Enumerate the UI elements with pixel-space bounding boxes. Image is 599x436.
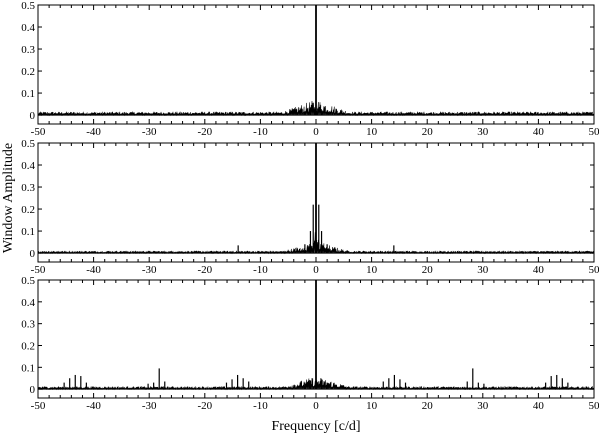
x-tick-label: -10 <box>253 264 268 276</box>
x-tick-label: -10 <box>253 126 268 138</box>
y-tick-label: 0.1 <box>21 362 35 374</box>
y-tick-label: 0.2 <box>21 66 35 78</box>
x-tick-label: -30 <box>142 264 157 276</box>
y-tick-label: 0.2 <box>21 340 35 352</box>
x-tick-label: 20 <box>422 400 434 412</box>
x-tick-label: -20 <box>197 400 212 412</box>
x-tick-label: 50 <box>589 264 599 276</box>
y-tick-label: 0.3 <box>21 182 35 194</box>
y-tick-label: 0.4 <box>21 22 35 34</box>
x-tick-label: -50 <box>31 264 46 276</box>
x-tick-label: 10 <box>366 126 378 138</box>
x-tick-label: -50 <box>31 400 46 412</box>
x-tick-label: 50 <box>589 126 599 138</box>
x-tick-label: 40 <box>533 400 545 412</box>
x-tick-label: 10 <box>366 400 378 412</box>
x-tick-label: 0 <box>313 400 319 412</box>
y-tick-label: 0.3 <box>21 44 35 56</box>
x-tick-label: 10 <box>366 264 378 276</box>
y-tick-label: 0.4 <box>21 297 35 309</box>
y-tick-label: 0.2 <box>21 204 35 216</box>
x-tick-label: 30 <box>477 264 489 276</box>
y-tick-label: 0 <box>30 110 36 122</box>
x-tick-label: -50 <box>31 126 46 138</box>
x-tick-label: -40 <box>86 264 101 276</box>
x-tick-label: -20 <box>197 126 212 138</box>
panel-2: 0 0.1 0.2 0.3 0.4 0.5 -50 -40 -30 -20 -10 0 10 20 30 40… <box>21 138 599 276</box>
x-tick-label: -40 <box>86 400 101 412</box>
y-tick-label: 0.4 <box>21 160 35 172</box>
x-tick-label: 40 <box>533 126 545 138</box>
x-tick-label: 40 <box>533 264 545 276</box>
y-tick-label: 0.3 <box>21 319 35 331</box>
panel-1: 0 0.1 0.2 0.3 0.4 0.5 -50 -40 -30 -20 -10 0 10 20 30 40… <box>21 0 599 138</box>
x-tick-label: -10 <box>253 400 268 412</box>
y-tick-label: 0 <box>30 384 36 396</box>
y-tick-label: 0.5 <box>21 138 35 150</box>
x-tick-label: 50 <box>589 400 599 412</box>
y-tick-label: 0.5 <box>21 275 35 287</box>
x-tick-label: 20 <box>422 126 434 138</box>
y-tick-label: 0 <box>30 248 36 260</box>
x-tick-label: 30 <box>477 400 489 412</box>
chart-panels: 00.10.20.30.40.5-50 -40 -30 -20 -10 0 10 20 30 40… <box>21 0 599 412</box>
x-tick-label: 30 <box>477 126 489 138</box>
y-tick-label: 0.5 <box>21 0 35 12</box>
x-axis-title: Frequency [c/d] <box>271 419 360 434</box>
x-tick-label: 0 <box>313 126 319 138</box>
y-tick-label: 0.1 <box>21 88 35 100</box>
x-tick-label: -30 <box>142 400 157 412</box>
y-tick-label: 0.1 <box>21 226 35 238</box>
x-tick-label: -20 <box>197 264 212 276</box>
x-tick-label: -40 <box>86 126 101 138</box>
x-tick-label: 20 <box>422 264 434 276</box>
x-tick-label: -30 <box>142 126 157 138</box>
x-tick-label: 0 <box>313 264 319 276</box>
panel-3: 0 0.1 0.2 0.3 0.4 0.5 -50 -40 -30 -20 -10 0 10 20 30 40… <box>21 275 599 412</box>
y-axis-title: Window Amplitude <box>1 143 16 253</box>
